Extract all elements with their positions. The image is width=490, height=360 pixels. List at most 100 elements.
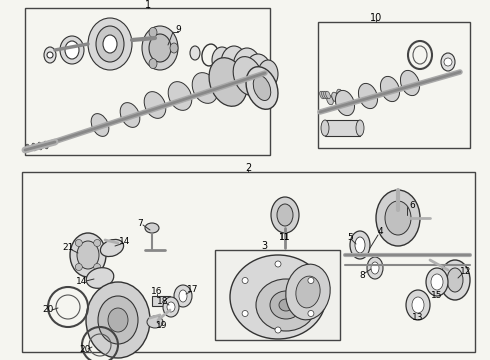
Ellipse shape bbox=[296, 276, 320, 308]
Ellipse shape bbox=[367, 257, 383, 279]
Ellipse shape bbox=[350, 231, 370, 259]
Ellipse shape bbox=[96, 26, 124, 62]
Ellipse shape bbox=[149, 59, 157, 69]
Ellipse shape bbox=[98, 296, 138, 344]
Ellipse shape bbox=[279, 299, 293, 311]
Ellipse shape bbox=[324, 91, 328, 99]
Ellipse shape bbox=[371, 262, 379, 274]
Text: 18: 18 bbox=[157, 297, 169, 306]
Ellipse shape bbox=[286, 264, 330, 320]
Ellipse shape bbox=[86, 282, 150, 358]
Ellipse shape bbox=[440, 260, 470, 300]
Ellipse shape bbox=[447, 268, 463, 292]
Bar bbox=[25, 8, 270, 155]
Ellipse shape bbox=[174, 285, 192, 307]
Ellipse shape bbox=[77, 241, 99, 269]
Text: 5: 5 bbox=[347, 234, 353, 243]
Ellipse shape bbox=[179, 290, 187, 302]
Text: 11: 11 bbox=[279, 233, 291, 242]
Circle shape bbox=[242, 278, 248, 284]
Ellipse shape bbox=[233, 57, 263, 95]
Ellipse shape bbox=[209, 58, 247, 106]
Bar bbox=[152, 296, 170, 306]
Ellipse shape bbox=[246, 67, 278, 109]
Ellipse shape bbox=[44, 141, 48, 149]
Text: 16: 16 bbox=[151, 287, 163, 296]
Ellipse shape bbox=[406, 290, 430, 320]
Text: 7: 7 bbox=[137, 219, 143, 228]
Ellipse shape bbox=[103, 35, 117, 53]
Circle shape bbox=[94, 264, 100, 270]
Text: 4: 4 bbox=[377, 228, 383, 237]
Ellipse shape bbox=[32, 143, 36, 151]
Ellipse shape bbox=[44, 47, 56, 63]
Ellipse shape bbox=[355, 237, 365, 253]
Circle shape bbox=[275, 261, 281, 267]
Bar bbox=[318, 22, 470, 148]
Ellipse shape bbox=[412, 297, 424, 313]
Ellipse shape bbox=[38, 142, 42, 150]
Ellipse shape bbox=[380, 76, 399, 102]
Text: 20: 20 bbox=[42, 306, 54, 315]
Text: 17: 17 bbox=[187, 285, 199, 294]
Ellipse shape bbox=[426, 268, 448, 296]
Ellipse shape bbox=[120, 103, 140, 127]
Text: 21: 21 bbox=[62, 243, 74, 252]
Ellipse shape bbox=[431, 274, 443, 290]
Text: 14: 14 bbox=[76, 278, 88, 287]
Text: 15: 15 bbox=[431, 291, 443, 300]
Ellipse shape bbox=[385, 201, 411, 235]
Ellipse shape bbox=[170, 43, 178, 53]
Ellipse shape bbox=[168, 82, 192, 111]
Ellipse shape bbox=[321, 120, 329, 136]
Ellipse shape bbox=[221, 46, 247, 80]
Ellipse shape bbox=[376, 190, 420, 246]
Ellipse shape bbox=[149, 27, 157, 37]
Circle shape bbox=[308, 310, 314, 316]
Ellipse shape bbox=[233, 48, 261, 86]
Ellipse shape bbox=[70, 233, 106, 277]
Bar bbox=[215, 250, 340, 340]
Ellipse shape bbox=[167, 302, 175, 312]
Text: 8: 8 bbox=[359, 270, 365, 279]
Ellipse shape bbox=[88, 18, 132, 70]
Ellipse shape bbox=[230, 255, 326, 339]
Ellipse shape bbox=[86, 268, 114, 288]
Circle shape bbox=[275, 327, 281, 333]
Ellipse shape bbox=[60, 36, 84, 64]
Text: 12: 12 bbox=[460, 267, 472, 276]
Ellipse shape bbox=[108, 308, 128, 332]
Ellipse shape bbox=[65, 41, 79, 59]
Ellipse shape bbox=[91, 114, 109, 136]
Circle shape bbox=[47, 52, 53, 58]
Text: 9: 9 bbox=[175, 26, 181, 35]
Ellipse shape bbox=[271, 197, 299, 233]
Text: 20: 20 bbox=[79, 346, 91, 355]
Circle shape bbox=[75, 264, 82, 270]
Ellipse shape bbox=[326, 91, 330, 99]
Ellipse shape bbox=[319, 91, 324, 99]
Bar bbox=[22, 172, 475, 352]
Circle shape bbox=[242, 310, 248, 316]
Ellipse shape bbox=[321, 91, 326, 99]
Ellipse shape bbox=[212, 47, 232, 73]
Ellipse shape bbox=[163, 297, 179, 317]
Ellipse shape bbox=[441, 53, 455, 71]
Circle shape bbox=[75, 239, 82, 247]
Ellipse shape bbox=[245, 54, 271, 88]
Ellipse shape bbox=[270, 291, 302, 319]
Text: 1: 1 bbox=[145, 0, 151, 10]
Ellipse shape bbox=[258, 60, 278, 88]
Ellipse shape bbox=[332, 92, 338, 102]
Ellipse shape bbox=[337, 89, 343, 99]
Ellipse shape bbox=[145, 223, 159, 233]
Text: 10: 10 bbox=[370, 13, 382, 23]
Ellipse shape bbox=[256, 279, 316, 331]
Ellipse shape bbox=[277, 204, 293, 226]
Circle shape bbox=[444, 58, 452, 66]
Ellipse shape bbox=[190, 46, 200, 60]
Ellipse shape bbox=[26, 144, 30, 152]
Ellipse shape bbox=[336, 90, 355, 116]
Ellipse shape bbox=[400, 71, 419, 96]
Ellipse shape bbox=[100, 239, 123, 257]
